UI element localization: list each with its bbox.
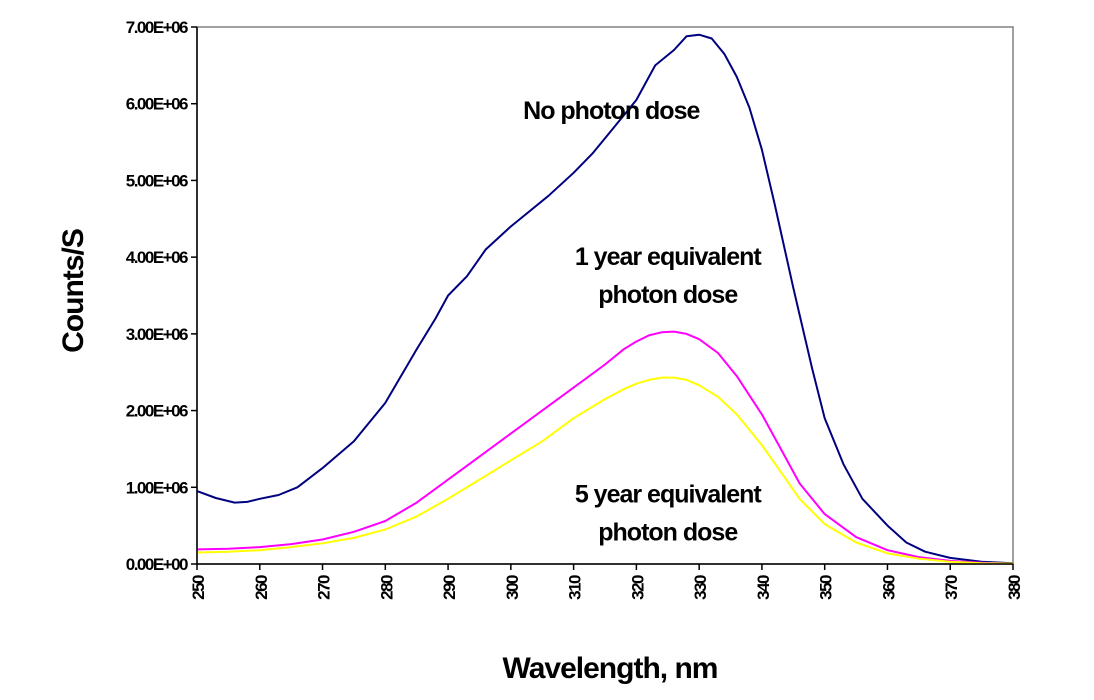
x-tick-label: 350 <box>817 575 836 600</box>
y-tick-labels: 0.00E+00 1.00E+06 2.00E+06 3.00E+06 4.00E+06… <box>126 18 190 574</box>
x-tick-label: 280 <box>377 575 396 600</box>
series-line-2 <box>196 330 1014 565</box>
annotation-line: 5 year equivalent <box>575 481 763 509</box>
annotation-1: No photon dose <box>523 97 700 125</box>
x-tick-label: 300 <box>503 575 522 600</box>
x-tick-label: 330 <box>691 575 710 600</box>
x-tick-label: 380 <box>1005 575 1024 600</box>
y-tick-label: 5.00E+06 <box>126 171 188 190</box>
y-axis-title: Counts/S <box>57 229 90 353</box>
y-tick-label: 1.00E+06 <box>126 478 188 497</box>
annotation-line: 1 year equivalent <box>575 243 763 271</box>
y-tick-label: 3.00E+06 <box>126 325 188 344</box>
plot-area <box>196 26 1014 565</box>
x-tick-label: 290 <box>440 575 459 600</box>
x-axis-title: Wavelength, nm <box>503 652 718 685</box>
x-tick-label: 320 <box>628 575 647 600</box>
x-tick-label: 360 <box>879 575 898 600</box>
series-line-3 <box>196 376 1014 565</box>
x-tick-label: 270 <box>315 575 334 600</box>
x-tick-label: 340 <box>754 575 773 600</box>
annotation-line: photon dose <box>598 281 738 309</box>
series-line-1 <box>196 33 1014 565</box>
x-tick-label: 260 <box>252 575 271 600</box>
annotation-3: 5 year equivalent photon dose <box>575 481 763 547</box>
x-tick-labels: 250 260 270 280 290 300 310 320 330 340 350 360 370 3… <box>189 575 1024 600</box>
y-tick-label: 7.00E+06 <box>126 18 188 37</box>
y-tick-label: 4.00E+06 <box>126 248 188 267</box>
annotation-2: 1 year equivalent photon dose <box>575 243 763 309</box>
y-tick-label: 6.00E+06 <box>126 95 188 114</box>
y-tick-label: 0.00E+00 <box>126 555 188 574</box>
x-tick-label: 370 <box>942 575 961 600</box>
x-tick-label: 250 <box>189 575 208 600</box>
x-tick-label: 310 <box>566 575 585 600</box>
annotation-line: No photon dose <box>523 97 700 125</box>
y-tick-label: 2.00E+06 <box>126 402 188 421</box>
annotation-line: photon dose <box>598 519 738 547</box>
series-layer <box>196 33 1014 565</box>
annotations: No photon dose 1 year equivalent photon do… <box>523 97 763 547</box>
axes-layer <box>191 26 1014 570</box>
